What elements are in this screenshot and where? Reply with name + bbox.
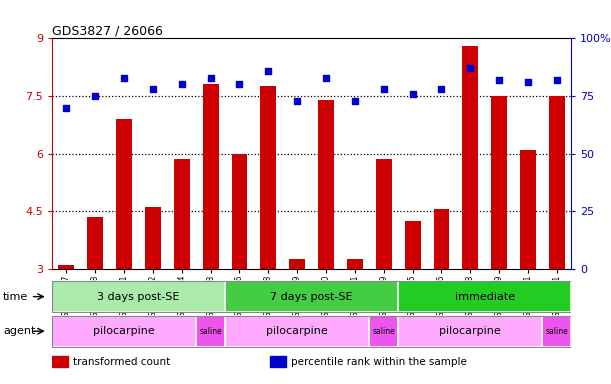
Text: pilocarpine: pilocarpine	[266, 326, 328, 336]
Bar	[463, 46, 478, 269]
Bar	[52, 356, 68, 367]
Bar	[52, 316, 196, 347]
Point	[263, 68, 273, 74]
Point	[466, 65, 475, 71]
Bar	[260, 86, 276, 269]
Point	[494, 77, 504, 83]
Bar	[543, 316, 571, 347]
Bar	[87, 217, 103, 269]
Text: pilocarpine: pilocarpine	[439, 326, 501, 336]
Text: saline: saline	[372, 327, 395, 336]
Point	[350, 98, 360, 104]
Point	[62, 104, 71, 111]
Bar	[225, 316, 369, 347]
Point	[292, 98, 302, 104]
Bar	[225, 281, 398, 312]
Text: saline: saline	[546, 327, 568, 336]
Bar	[232, 154, 247, 269]
Bar	[52, 281, 225, 312]
Bar	[491, 96, 507, 269]
Bar	[145, 207, 161, 269]
Text: immediate: immediate	[455, 291, 515, 302]
Bar	[59, 265, 75, 269]
Bar	[116, 119, 132, 269]
Point	[90, 93, 100, 99]
Text: saline: saline	[199, 327, 222, 336]
Point	[148, 86, 158, 92]
Bar	[376, 159, 392, 269]
Bar	[549, 96, 565, 269]
Text: GDS3827 / 26066: GDS3827 / 26066	[52, 24, 163, 37]
Bar	[347, 259, 363, 269]
Text: percentile rank within the sample: percentile rank within the sample	[291, 357, 467, 367]
Bar	[398, 281, 571, 312]
Point	[437, 86, 447, 92]
Bar	[520, 150, 536, 269]
Point	[321, 74, 331, 81]
Point	[379, 86, 389, 92]
Text: pilocarpine: pilocarpine	[93, 326, 155, 336]
Bar	[203, 84, 219, 269]
Point	[552, 77, 562, 83]
Point	[523, 79, 533, 85]
Point	[177, 81, 187, 88]
Point	[235, 81, 244, 88]
Text: transformed count: transformed count	[73, 357, 170, 367]
Bar	[434, 209, 449, 269]
Point	[119, 74, 129, 81]
Bar	[174, 159, 189, 269]
Bar	[404, 221, 420, 269]
Bar	[398, 316, 543, 347]
Bar	[270, 356, 285, 367]
Point	[206, 74, 216, 81]
Point	[408, 91, 417, 97]
Bar	[196, 316, 225, 347]
Text: 7 days post-SE: 7 days post-SE	[270, 291, 353, 302]
Text: 3 days post-SE: 3 days post-SE	[97, 291, 180, 302]
Bar	[369, 316, 398, 347]
Bar	[289, 259, 305, 269]
Text: agent: agent	[3, 326, 35, 336]
Text: time: time	[3, 291, 28, 302]
Bar	[318, 100, 334, 269]
